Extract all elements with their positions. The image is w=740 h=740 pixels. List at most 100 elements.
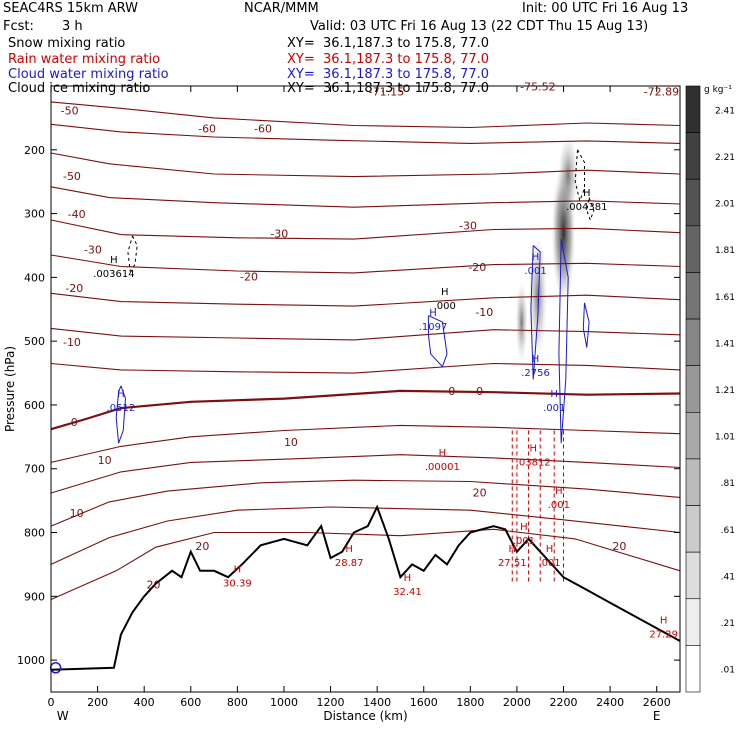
colorbar-label-1: 2.21 xyxy=(715,153,735,163)
contour-label-4: -40 xyxy=(68,208,86,221)
field-label-cloud-ice: Cloud ice mixing ratio xyxy=(8,81,151,96)
colorbar-cell-0 xyxy=(685,85,701,133)
colorbar-cell-11 xyxy=(685,598,701,646)
contour-label-18: 10 xyxy=(70,507,84,520)
colorbar-cell-4 xyxy=(685,272,701,320)
y-tick-label-5: 700 xyxy=(24,463,45,476)
contour-label-15: 0 xyxy=(476,385,483,398)
shade-anvil-east xyxy=(558,135,579,216)
contour-label-14: 0 xyxy=(448,385,455,398)
max-value-11: .001 xyxy=(513,536,535,547)
contour-label-9: -20 xyxy=(240,270,258,283)
max-marker-9: H xyxy=(529,443,537,454)
max-marker-0: H xyxy=(110,255,118,266)
x-tick-label-5: 1000 xyxy=(270,696,298,709)
x-end-label-e: E xyxy=(653,709,661,723)
isotherm-8 xyxy=(50,362,681,374)
isotherm-13 xyxy=(50,506,681,565)
plot-frame xyxy=(50,85,681,693)
colorbar-label-9: .61 xyxy=(721,526,735,536)
contour-label-11: -10 xyxy=(63,336,81,349)
max-value-12: .001 xyxy=(538,558,560,569)
isotherm-10 xyxy=(50,424,681,463)
contour-label-22: 20 xyxy=(612,540,626,553)
x-tick-label-0: 0 xyxy=(48,696,55,709)
max-value-14: 28.87 xyxy=(335,558,364,569)
field-xy-snow: XY= 36.1,187.3 to 175.8, 77.0 xyxy=(287,36,490,51)
colorbar-label-3: 1.81 xyxy=(715,246,735,256)
max-marker-5: H xyxy=(532,354,540,365)
shade-core-far-west xyxy=(515,282,528,363)
x-tick-label-10: 2000 xyxy=(503,696,531,709)
field-label-cloud-water: Cloud water mixing ratio xyxy=(8,67,169,82)
colorbar-cell-1 xyxy=(685,132,701,180)
contour-label-5: -30 xyxy=(84,244,102,257)
max-value-17: 27.29 xyxy=(649,630,678,641)
center-title: NCAR/MMM xyxy=(244,1,319,16)
x-tick-label-3: 600 xyxy=(180,696,201,709)
colorbar-cell-5 xyxy=(685,318,701,366)
colorbar-label-10: .41 xyxy=(721,572,735,582)
colorbar-label-8: .81 xyxy=(721,479,735,489)
cloud-water-contour-1 xyxy=(427,315,448,368)
contour-label-3: -50 xyxy=(63,170,81,183)
colorbar-label-7: 1.01 xyxy=(715,433,735,443)
field-xy-rain: XY= 36.1,187.3 to 175.8, 77.0 xyxy=(287,52,490,67)
cloud-water-contour-4 xyxy=(582,302,590,348)
isotherm-12 xyxy=(50,479,681,527)
max-value-13: 30.39 xyxy=(223,579,252,590)
colorbar-cell-3 xyxy=(685,225,701,273)
contour-label-2: -60 xyxy=(254,122,272,135)
x-tick-label-2: 400 xyxy=(134,696,155,709)
cloud-water-contour-2 xyxy=(530,245,541,380)
max-marker-2: H xyxy=(441,287,449,298)
model-title: SEAC4RS 15km ARW xyxy=(3,1,139,16)
field-label-snow: Snow mixing ratio xyxy=(8,36,126,51)
y-tick-label-4: 600 xyxy=(24,399,45,412)
x-tick-label-11: 2200 xyxy=(550,696,578,709)
ice-contour-2 xyxy=(586,197,595,222)
isotherm-4 xyxy=(50,219,681,240)
max-marker-6: H xyxy=(550,389,558,400)
field-label-rain: Rain water mixing ratio xyxy=(8,52,161,67)
cloud-water-contour-0 xyxy=(115,385,127,444)
max-marker-7: H xyxy=(583,188,591,199)
contour-label-16: 10 xyxy=(284,436,298,449)
field-xy-cloud-ice: XY= 36.1,187.3 to 175.8, 77.0 xyxy=(287,81,490,96)
isotherm-9 xyxy=(50,389,681,431)
max-marker-1: H xyxy=(117,389,125,400)
isotherm-2 xyxy=(50,152,681,178)
contour-label-17: 10 xyxy=(98,454,112,467)
isotherm-14 xyxy=(50,528,681,601)
y-tick-label-6: 800 xyxy=(24,527,45,540)
init-time: Init: 00 UTC Fri 16 Aug 13 xyxy=(522,1,689,16)
max-marker-16: H xyxy=(509,544,517,555)
marker-w-circle xyxy=(49,662,62,674)
contour-label-20: 20 xyxy=(195,540,209,553)
ice-contour-0 xyxy=(127,235,138,273)
max-value-0: .003614 xyxy=(93,269,134,280)
x-tick-label-6: 1200 xyxy=(317,696,345,709)
fcst-value: 3 h xyxy=(62,19,83,34)
y-axis-title: Pressure (hPa) xyxy=(3,346,17,432)
x-end-label-w: W xyxy=(57,709,69,723)
ice-contour-1 xyxy=(574,149,585,203)
max-value-2: .000 xyxy=(434,301,456,312)
isotherm-6 xyxy=(50,292,681,307)
isotherm-1 xyxy=(50,123,681,144)
max-value-9: .03812 xyxy=(516,457,551,468)
terrain-line xyxy=(50,504,681,671)
colorbar-cell-12 xyxy=(685,645,701,693)
x-tick-label-8: 1600 xyxy=(410,696,438,709)
max-marker-13: H xyxy=(234,565,242,576)
y-tick-label-7: 900 xyxy=(24,590,45,603)
max-value-10: .001 xyxy=(548,500,570,511)
colorbar-cell-8 xyxy=(685,458,701,506)
max-value-1: .0512 xyxy=(107,403,136,414)
max-marker-3: H xyxy=(429,308,437,319)
x-tick-label-1: 200 xyxy=(87,696,108,709)
x-tick-label-12: 2400 xyxy=(596,696,624,709)
contour-label-13: 0 xyxy=(71,416,78,429)
max-marker-10: H xyxy=(555,486,563,497)
isotherm-7 xyxy=(50,327,681,341)
